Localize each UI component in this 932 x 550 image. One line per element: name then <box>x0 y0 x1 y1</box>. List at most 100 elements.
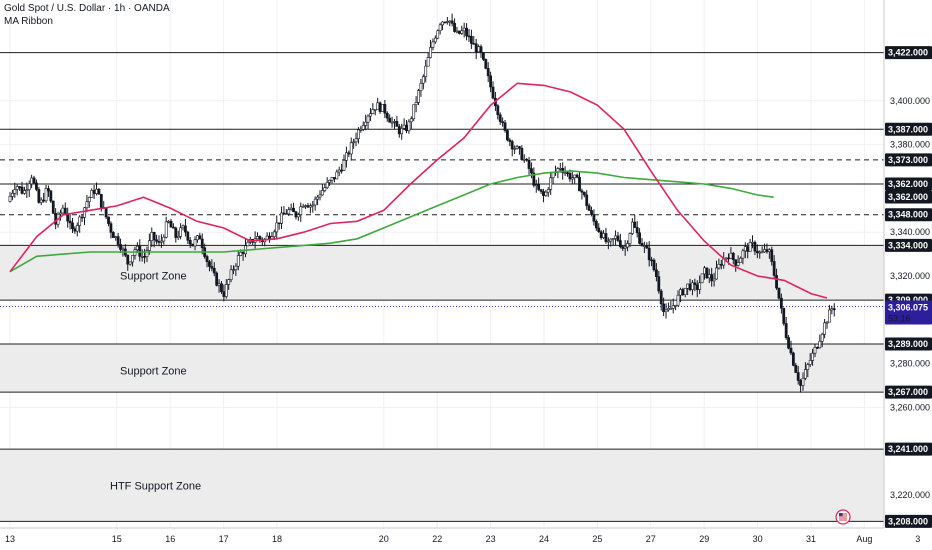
candle-body <box>522 158 526 161</box>
candle-body <box>592 214 596 222</box>
time-tick-label: 23 <box>486 534 496 544</box>
candle-body <box>397 126 401 135</box>
candle-body <box>205 256 209 262</box>
candle-body <box>42 199 46 202</box>
candle-body <box>570 177 574 180</box>
candle-body <box>400 128 404 135</box>
candle-body <box>748 242 752 252</box>
candle-body <box>611 238 615 240</box>
candle-body <box>671 305 675 309</box>
candle-body <box>707 274 711 279</box>
candle-body <box>210 266 214 269</box>
level-price-badge <box>885 337 932 351</box>
zone-label: HTF Support Zone <box>110 480 201 492</box>
candle-body <box>775 275 778 289</box>
candle-body <box>25 189 29 192</box>
candle-body <box>830 308 834 311</box>
candle-body <box>602 233 605 238</box>
candle-body <box>345 152 348 161</box>
candle-body <box>674 304 678 307</box>
candle-body <box>510 141 514 150</box>
candle-body <box>486 68 490 77</box>
candle-body <box>414 102 418 106</box>
candle-body <box>534 184 538 186</box>
candle-body <box>289 207 293 210</box>
candle-body <box>477 46 480 53</box>
candle-body <box>433 37 437 43</box>
candle-body <box>318 194 322 198</box>
candle-body <box>217 283 221 286</box>
time-tick-label: 30 <box>753 534 763 544</box>
candle-body <box>174 227 178 238</box>
candle-body <box>496 105 500 116</box>
candle-body <box>503 122 507 131</box>
candle-body <box>393 121 396 123</box>
candle-body <box>489 75 493 88</box>
candle-body <box>558 168 562 170</box>
candle-body <box>44 188 48 202</box>
level-price-text: 3,348.000 <box>888 210 928 220</box>
candle-body <box>292 207 295 213</box>
level-price-text: 3,362.000 <box>888 179 928 189</box>
price-tick-label: 3,400.000 <box>890 96 930 106</box>
current-price-badge <box>885 300 932 325</box>
candle-body <box>746 246 750 252</box>
candle-body <box>135 245 139 250</box>
candle-body <box>551 172 555 179</box>
candle-body <box>606 240 610 243</box>
candle-body <box>208 261 211 267</box>
level-price-text: 3,208.000 <box>888 516 928 526</box>
support-zone <box>0 449 884 522</box>
time-tick-label: 24 <box>539 534 549 544</box>
candle-body <box>652 259 656 271</box>
candle-body <box>140 256 144 258</box>
candle-body <box>147 240 151 251</box>
candle-body <box>308 205 312 208</box>
candle-body <box>188 239 192 245</box>
candle-body <box>222 291 226 297</box>
candle-body <box>325 182 329 188</box>
candle-body <box>498 114 502 122</box>
candle-body <box>640 243 644 247</box>
candle-body <box>157 241 161 243</box>
candle-body <box>116 236 120 245</box>
candle-body <box>198 235 202 240</box>
candle-body <box>594 221 598 229</box>
candle-body <box>450 20 454 24</box>
candle-body <box>828 309 831 323</box>
candle-body <box>796 372 800 381</box>
candle-body <box>794 365 798 373</box>
candle-body <box>691 282 694 290</box>
candle-body <box>191 243 195 247</box>
level-price-text: 3,362.000 <box>888 192 928 202</box>
candle-body <box>8 196 12 202</box>
time-axis[interactable]: 1315161718202223242527293031Aug35 <box>0 527 932 550</box>
candle-body <box>669 308 673 310</box>
candle-body <box>683 287 687 296</box>
candle-body <box>179 227 183 237</box>
candle-body <box>97 188 101 195</box>
candle-body <box>47 188 50 192</box>
candle-body <box>107 216 110 224</box>
candle-body <box>676 294 680 306</box>
candle-body <box>301 206 305 208</box>
time-tick-label: 18 <box>272 534 282 544</box>
candle-body <box>333 177 336 180</box>
candle-body <box>323 187 327 191</box>
candle-body <box>616 235 620 241</box>
candle-body <box>791 352 795 366</box>
candle-body <box>20 186 24 194</box>
price-axis[interactable]: 3,400.000 3,380.000 3,340.000 3,320.000 3,28… <box>883 0 932 550</box>
candle-body <box>448 20 452 23</box>
candle-body <box>469 36 473 44</box>
candle-body <box>832 308 836 310</box>
level-price-badge <box>885 385 932 399</box>
candle-body <box>731 252 735 261</box>
candle-body <box>539 189 543 192</box>
candle-body <box>229 269 233 280</box>
candle-body <box>587 205 591 211</box>
candle-body <box>597 227 601 233</box>
zone-label: Support Zone <box>120 365 187 377</box>
candle-body <box>664 309 668 313</box>
